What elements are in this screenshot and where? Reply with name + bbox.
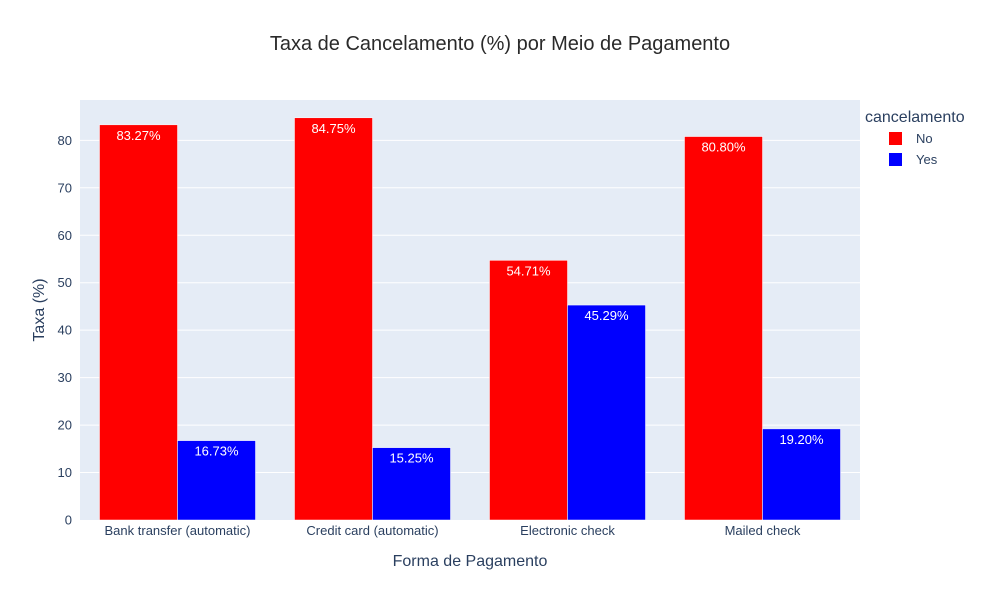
y-tick-label: 70 bbox=[58, 180, 72, 195]
bars bbox=[99, 117, 841, 521]
bar-no-3[interactable] bbox=[684, 136, 763, 521]
legend-item-yes[interactable]: Yes bbox=[916, 152, 938, 167]
y-axis-ticks: 0 10 20 30 40 50 60 70 80 bbox=[58, 133, 72, 528]
bar-value-label: 80.80% bbox=[701, 140, 746, 155]
y-tick-label: 50 bbox=[58, 275, 72, 290]
bar-yes-3[interactable] bbox=[762, 428, 841, 521]
y-tick-label: 60 bbox=[58, 228, 72, 243]
bar-value-label: 45.29% bbox=[584, 308, 629, 323]
legend-swatch-yes bbox=[889, 153, 902, 166]
x-axis-title: Forma de Pagamento bbox=[393, 553, 548, 570]
legend-swatch-no bbox=[889, 132, 902, 145]
legend-item-no[interactable]: No bbox=[916, 131, 933, 146]
x-tick-label: Mailed check bbox=[725, 523, 801, 538]
y-tick-label: 20 bbox=[58, 418, 72, 433]
legend[interactable]: cancelamento No Yes bbox=[865, 109, 965, 167]
legend-title: cancelamento bbox=[865, 109, 965, 126]
x-tick-label: Bank transfer (automatic) bbox=[105, 523, 251, 538]
y-tick-label: 30 bbox=[58, 370, 72, 385]
bar-value-label: 83.27% bbox=[116, 128, 161, 143]
bar-yes-0[interactable] bbox=[177, 440, 256, 521]
bar-no-1[interactable] bbox=[294, 117, 373, 521]
bar-value-label: 19.20% bbox=[779, 432, 824, 447]
y-tick-label: 80 bbox=[58, 133, 72, 148]
y-axis-title: Taxa (%) bbox=[31, 278, 48, 341]
bar-value-label: 54.71% bbox=[506, 263, 551, 278]
bar-value-label: 15.25% bbox=[389, 451, 434, 466]
x-tick-label: Credit card (automatic) bbox=[306, 523, 438, 538]
bar-yes-2[interactable] bbox=[567, 304, 646, 521]
x-axis-ticks: Bank transfer (automatic) Credit card (au… bbox=[105, 523, 801, 538]
x-tick-label: Electronic check bbox=[520, 523, 615, 538]
bar-no-2[interactable] bbox=[489, 260, 568, 521]
y-tick-label: 40 bbox=[58, 323, 72, 338]
bar-value-label: 16.73% bbox=[194, 444, 239, 459]
bar-no-0[interactable] bbox=[99, 124, 178, 521]
bar-yes-1[interactable] bbox=[372, 447, 451, 521]
y-tick-label: 0 bbox=[65, 513, 72, 528]
bar-labels: 83.27% 16.73% 84.75% 15.25% 54.71% 45.29% 80.8… bbox=[116, 121, 824, 466]
chart-title: Taxa de Cancelamento (%) por Meio de Pag… bbox=[270, 33, 730, 55]
y-tick-label: 10 bbox=[58, 465, 72, 480]
bar-value-label: 84.75% bbox=[311, 121, 356, 136]
